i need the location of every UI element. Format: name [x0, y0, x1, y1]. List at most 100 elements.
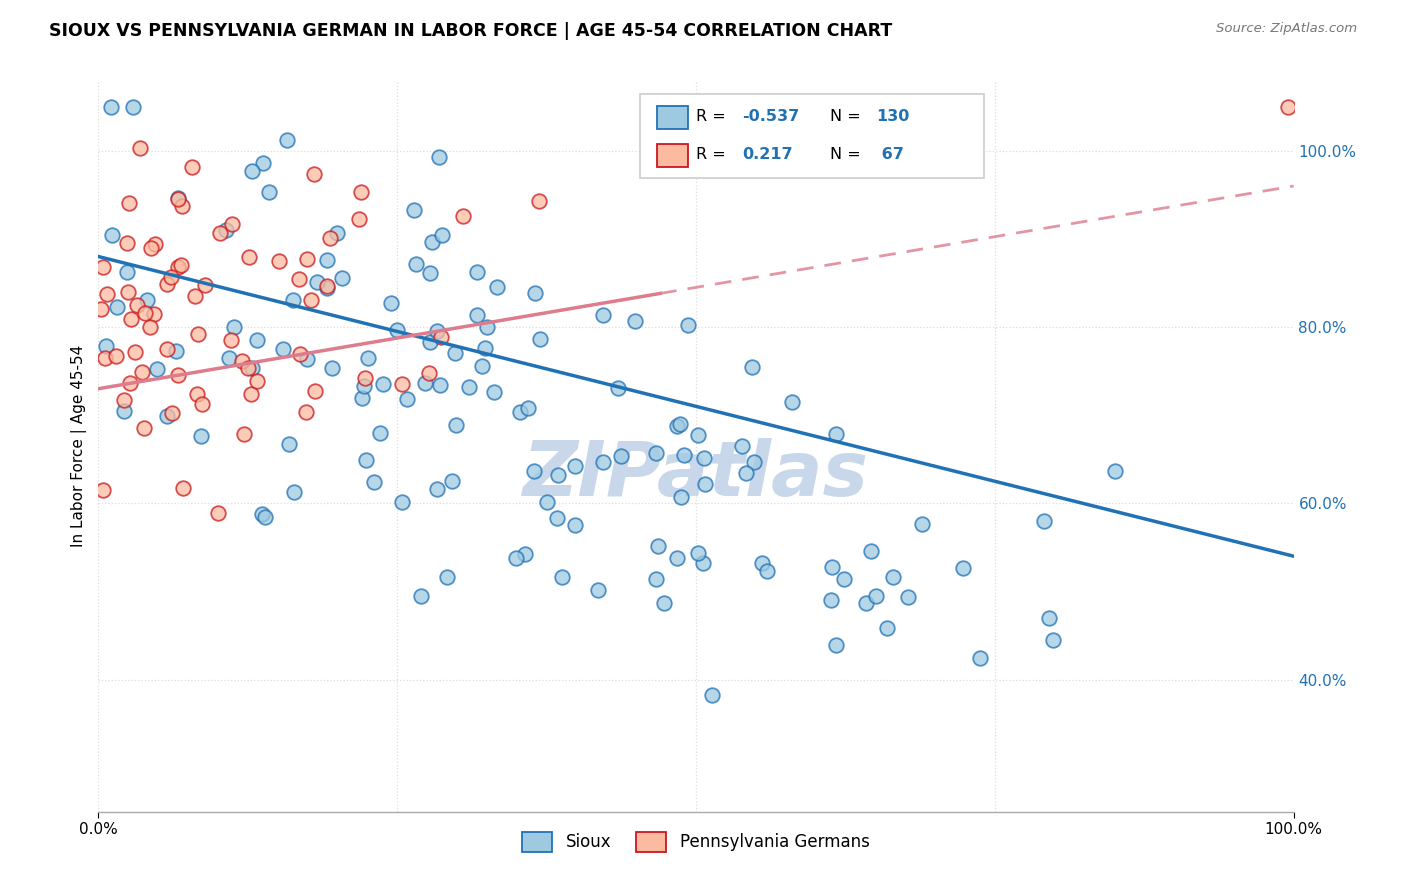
- Sioux: [354, 452, 377, 467]
- Sioux: [245, 333, 267, 347]
- Text: Source: ZipAtlas.com: Source: ZipAtlas.com: [1216, 22, 1357, 36]
- Y-axis label: In Labor Force | Age 45-54: In Labor Force | Age 45-54: [72, 345, 87, 547]
- Pennsylvania Germans: [194, 277, 217, 292]
- Sioux: [419, 335, 441, 350]
- Sioux: [755, 564, 778, 578]
- Pennsylvania Germans: [238, 250, 260, 264]
- Sioux: [688, 428, 710, 442]
- Text: R =: R =: [696, 147, 735, 161]
- Sioux: [316, 252, 339, 267]
- Pennsylvania Germans: [160, 406, 183, 420]
- Sioux: [474, 341, 496, 355]
- Sioux: [529, 332, 551, 346]
- Sioux: [513, 548, 536, 562]
- Sioux: [190, 429, 212, 443]
- Sioux: [782, 395, 804, 409]
- Sioux: [477, 320, 499, 334]
- Sioux: [353, 379, 375, 393]
- Pennsylvania Germans: [238, 360, 260, 375]
- Pennsylvania Germans: [170, 258, 193, 272]
- Sioux: [825, 638, 848, 652]
- Sioux: [257, 185, 280, 199]
- Pennsylvania Germans: [429, 330, 451, 344]
- Sioux: [688, 546, 710, 560]
- Sioux: [252, 156, 274, 170]
- Sioux: [523, 464, 546, 478]
- Sioux: [276, 133, 298, 147]
- Sioux: [156, 409, 179, 423]
- Pennsylvania Germans: [529, 194, 551, 209]
- Sioux: [429, 377, 451, 392]
- Pennsylvania Germans: [349, 212, 371, 227]
- Sioux: [271, 342, 294, 356]
- Sioux: [240, 164, 263, 178]
- Sioux: [623, 313, 645, 327]
- Sioux: [370, 426, 392, 441]
- Pennsylvania Germans: [299, 293, 322, 307]
- Sioux: [485, 279, 508, 293]
- Pennsylvania Germans: [167, 260, 190, 274]
- Sioux: [278, 437, 301, 451]
- Sioux: [165, 343, 187, 358]
- Sioux: [222, 319, 245, 334]
- Pennsylvania Germans: [267, 254, 290, 268]
- Sioux: [419, 266, 441, 280]
- Sioux: [305, 275, 328, 289]
- Pennsylvania Germans: [187, 327, 209, 342]
- Pennsylvania Germans: [96, 286, 118, 301]
- Sioux: [444, 346, 467, 360]
- Pennsylvania Germans: [297, 252, 319, 266]
- Sioux: [910, 516, 932, 531]
- Sioux: [117, 264, 139, 278]
- Sioux: [731, 439, 754, 453]
- Pennsylvania Germans: [288, 272, 311, 286]
- Pennsylvania Germans: [118, 196, 141, 211]
- Sioux: [1032, 514, 1054, 528]
- Sioux: [105, 300, 128, 314]
- Pennsylvania Germans: [318, 231, 340, 245]
- Pennsylvania Germans: [167, 368, 190, 382]
- Sioux: [606, 381, 628, 395]
- Sioux: [610, 449, 633, 463]
- Sioux: [254, 510, 277, 524]
- Pennsylvania Germans: [304, 167, 326, 181]
- Pennsylvania Germans: [112, 393, 135, 408]
- Sioux: [821, 559, 844, 574]
- Pennsylvania Germans: [288, 347, 311, 361]
- Pennsylvania Germans: [159, 269, 181, 284]
- Sioux: [855, 596, 877, 610]
- Sioux: [692, 450, 714, 465]
- Sioux: [702, 688, 724, 702]
- Text: ZIPatlas: ZIPatlas: [523, 438, 869, 512]
- Sioux: [465, 265, 488, 279]
- Sioux: [409, 589, 432, 603]
- Pennsylvania Germans: [142, 307, 165, 321]
- Sioux: [167, 190, 190, 204]
- Sioux: [592, 455, 614, 469]
- Pennsylvania Germans: [219, 334, 242, 348]
- Sioux: [363, 475, 385, 490]
- Sioux: [315, 281, 337, 295]
- Sioux: [112, 403, 135, 417]
- Pennsylvania Germans: [304, 384, 326, 398]
- Pennsylvania Germans: [120, 312, 142, 326]
- Sioux: [751, 556, 773, 570]
- Sioux: [564, 518, 586, 533]
- Pennsylvania Germans: [418, 367, 440, 381]
- Pennsylvania Germans: [221, 217, 243, 231]
- Pennsylvania Germans: [91, 260, 114, 274]
- Pennsylvania Germans: [208, 226, 231, 240]
- Sioux: [645, 446, 668, 460]
- Sioux: [516, 401, 538, 415]
- Sioux: [547, 467, 569, 482]
- Pennsylvania Germans: [134, 305, 156, 319]
- Pennsylvania Germans: [156, 277, 179, 292]
- Sioux: [405, 257, 427, 271]
- Text: R =: R =: [696, 110, 731, 124]
- Pennsylvania Germans: [294, 405, 316, 419]
- Sioux: [678, 318, 700, 332]
- Pennsylvania Germans: [156, 343, 179, 357]
- Sioux: [482, 384, 505, 399]
- Sioux: [283, 485, 305, 500]
- Pennsylvania Germans: [117, 285, 139, 299]
